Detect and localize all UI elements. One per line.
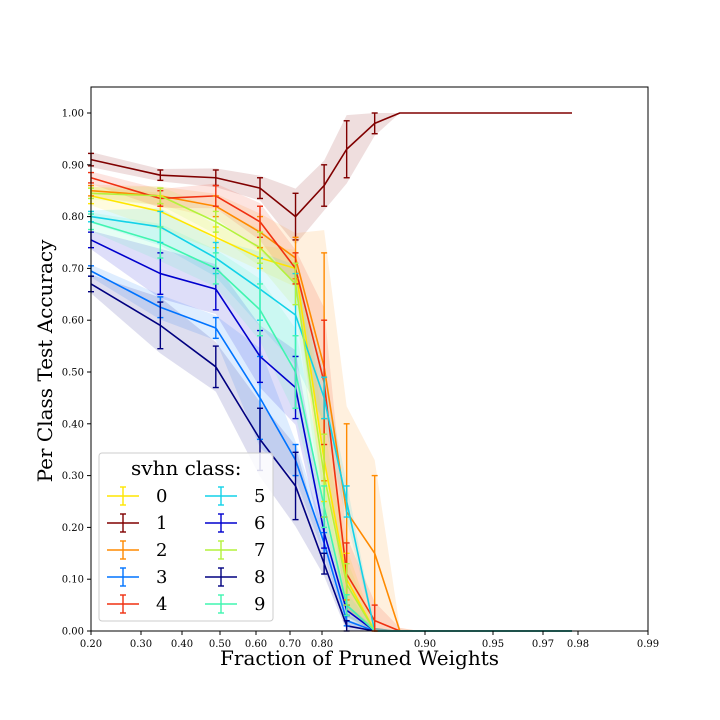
- legend-label-1: 1: [156, 513, 167, 534]
- y-tick-label: 1.00: [62, 109, 84, 120]
- x-tick-label: 0.40: [171, 639, 193, 650]
- legend-label-5: 5: [254, 486, 265, 507]
- y-tick-label: 0.40: [62, 419, 84, 430]
- y-tick-label: 0.50: [62, 368, 84, 379]
- band-series-9: [91, 212, 572, 631]
- legend-label-8: 8: [254, 567, 265, 588]
- y-axis-label: Per Class Test Accuracy: [33, 239, 57, 483]
- error-bars: [88, 112, 378, 632]
- y-tick-label: 0.10: [62, 575, 84, 586]
- x-tick-label: 0.70: [279, 639, 301, 650]
- x-tick-label: 0.60: [245, 639, 267, 650]
- legend-label-7: 7: [254, 540, 265, 561]
- band-series-6: [91, 230, 572, 631]
- x-axis-label: Fraction of Pruned Weights: [220, 646, 499, 670]
- legend-label-9: 9: [254, 594, 265, 615]
- y-tick-label: 0.80: [62, 212, 84, 223]
- band-series-1: [91, 113, 572, 245]
- y-tick-label: 0.60: [62, 316, 84, 327]
- x-tick-label: 0.30: [130, 639, 152, 650]
- legend-label-6: 6: [254, 513, 265, 534]
- legend-label-0: 0: [156, 486, 167, 507]
- x-axis-ticks: 0.20 0.30 0.40 0.50 0.60 0.70 0.80 0.90 0.95 0.97…: [80, 631, 659, 650]
- band-series-2: [91, 184, 572, 631]
- y-tick-label: 0.30: [62, 471, 84, 482]
- y-tick-label: 0.90: [62, 160, 84, 171]
- x-tick-label: 0.98: [567, 639, 589, 650]
- band-series-5: [91, 208, 572, 631]
- legend-label-4: 4: [156, 594, 167, 615]
- y-tick-label: 0.00: [62, 627, 84, 638]
- x-tick-label: 0.50: [209, 639, 231, 650]
- legend-label-3: 3: [156, 567, 167, 588]
- legend-items: 0 1 2 3 4 5 6 7 8 9: [107, 486, 265, 615]
- y-tick-label: 0.20: [62, 523, 84, 534]
- x-tick-label: 0.80: [311, 639, 333, 650]
- legend: svhn class: 0 1 2 3 4 5 6 7 8 9: [98, 452, 274, 622]
- x-tick-label: 0.20: [80, 639, 102, 650]
- legend-title: svhn class:: [131, 456, 241, 480]
- x-tick-label: 0.90: [414, 639, 436, 650]
- plot-frame: [90, 86, 649, 632]
- band-series-4: [91, 171, 572, 631]
- x-tick-label: 0.95: [482, 639, 504, 650]
- legend-box: [98, 452, 274, 622]
- y-axis-ticks: 0.00 0.10 0.20 0.30 0.40 0.50 0.60 0.70 0.80 0.90…: [62, 109, 91, 638]
- x-tick-label: 0.97: [532, 639, 554, 650]
- y-tick-label: 0.70: [62, 264, 84, 275]
- band-series-3: [91, 264, 572, 631]
- x-tick-label: 0.99: [637, 639, 659, 650]
- legend-label-2: 2: [156, 540, 167, 561]
